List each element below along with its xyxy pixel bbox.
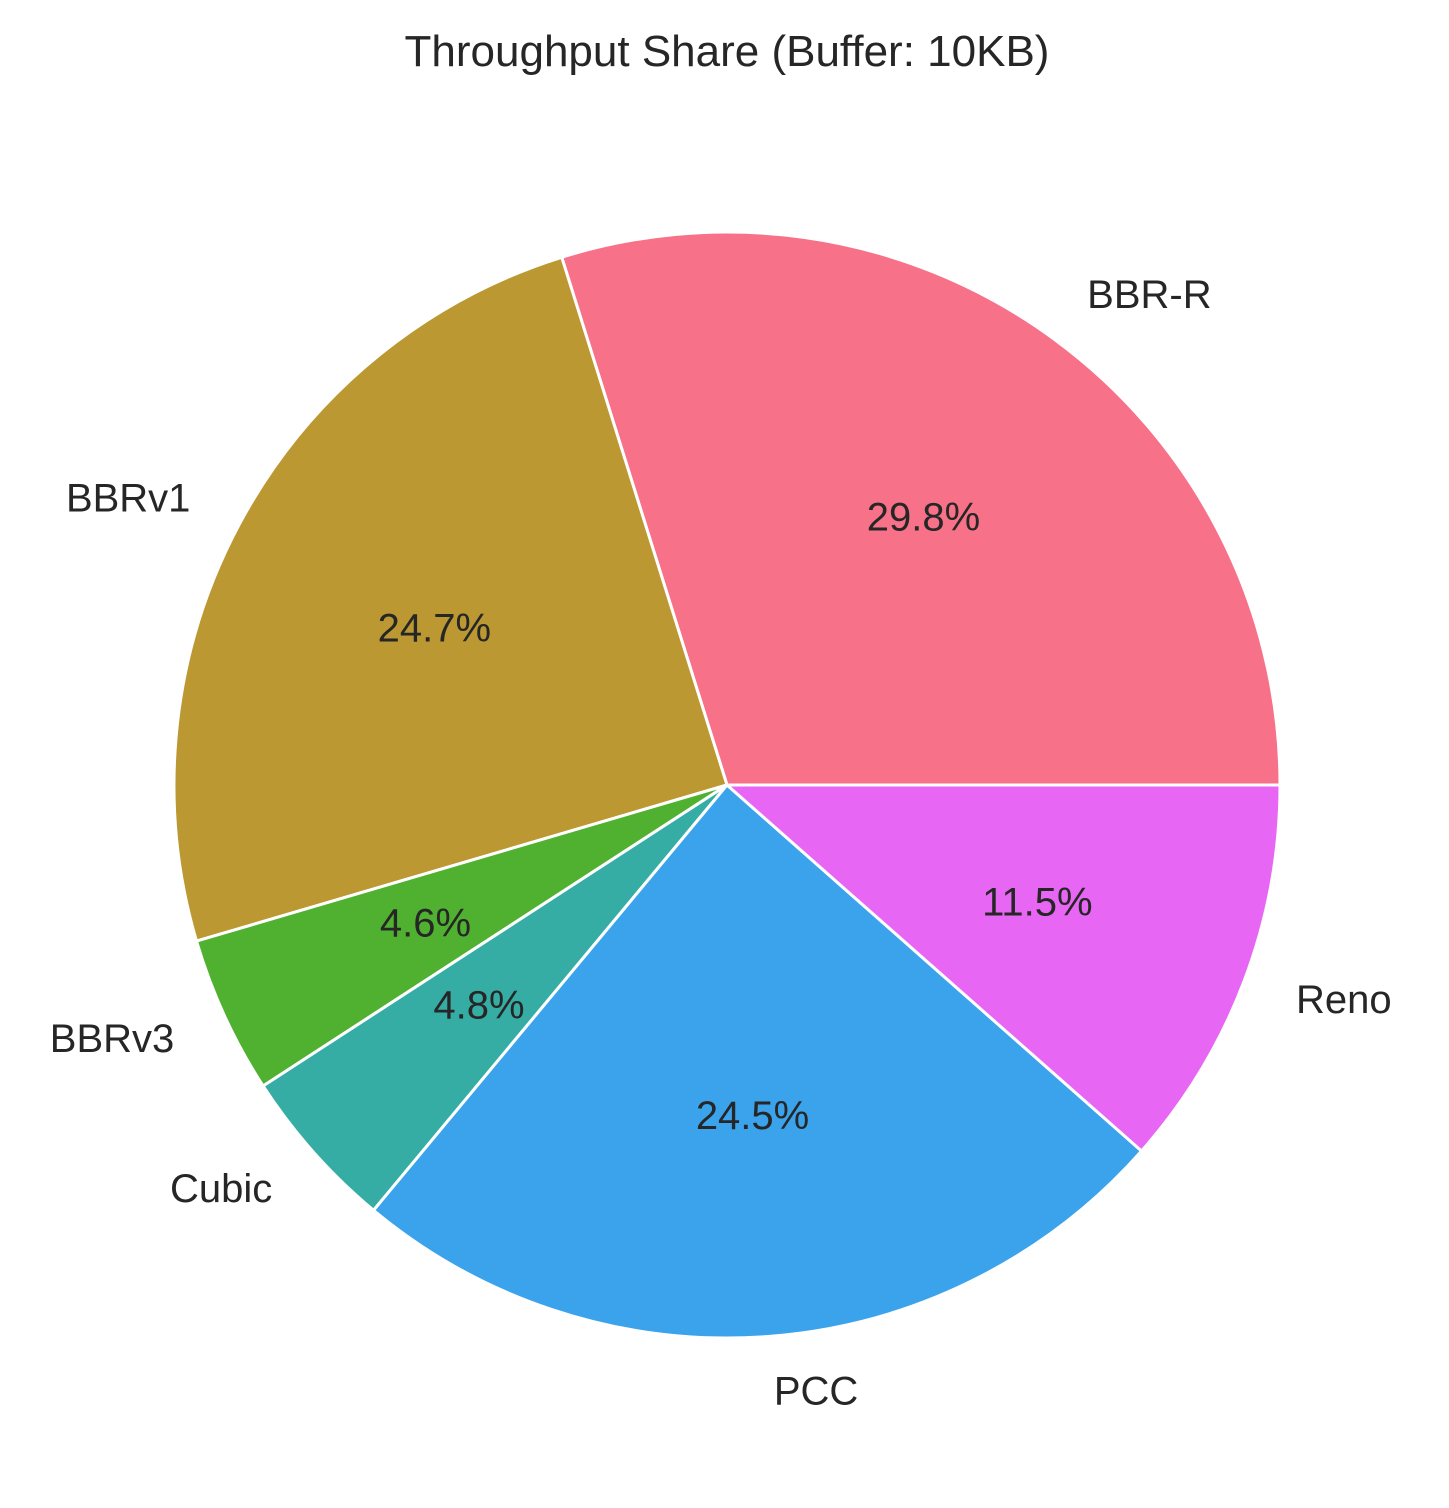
slice-label-pcc: PCC — [774, 1369, 858, 1413]
slice-label-cubic: Cubic — [170, 1167, 272, 1211]
slice-label-bbrv1: BBRv1 — [66, 476, 191, 520]
slice-percent-bbrv3: 4.6% — [380, 902, 471, 946]
slice-percent-reno: 11.5% — [982, 880, 1092, 924]
pie-slice-cubic — [261, 783, 729, 1212]
pie-slices — [172, 230, 1282, 1340]
slice-percent-pcc: 24.5% — [696, 1094, 809, 1138]
slice-label-reno: Reno — [1296, 978, 1392, 1022]
pie-slice-bbrv1 — [172, 255, 729, 943]
slice-label-bbr-r: BBR-R — [1087, 273, 1211, 317]
slice-percent-cubic: 4.8% — [433, 983, 524, 1027]
slice-percent-bbrv1: 24.7% — [378, 607, 491, 651]
pie-slice-pcc — [372, 783, 1144, 1340]
pie-slice-bbrv3 — [194, 783, 729, 1088]
chart-title: Throughput Share (Buffer: 10KB) — [405, 27, 1050, 76]
slice-label-bbrv3: BBRv3 — [50, 1017, 175, 1061]
pie-labels: BBR-R 29.8% BBRv1 24.7% BBRv3 4.6% Cubic 4.8% PC… — [50, 273, 1392, 1414]
slice-percent-bbr-r: 29.8% — [867, 496, 980, 540]
pie-slice-reno — [725, 783, 1282, 1153]
pie-slice-bbr-r — [560, 230, 1282, 787]
